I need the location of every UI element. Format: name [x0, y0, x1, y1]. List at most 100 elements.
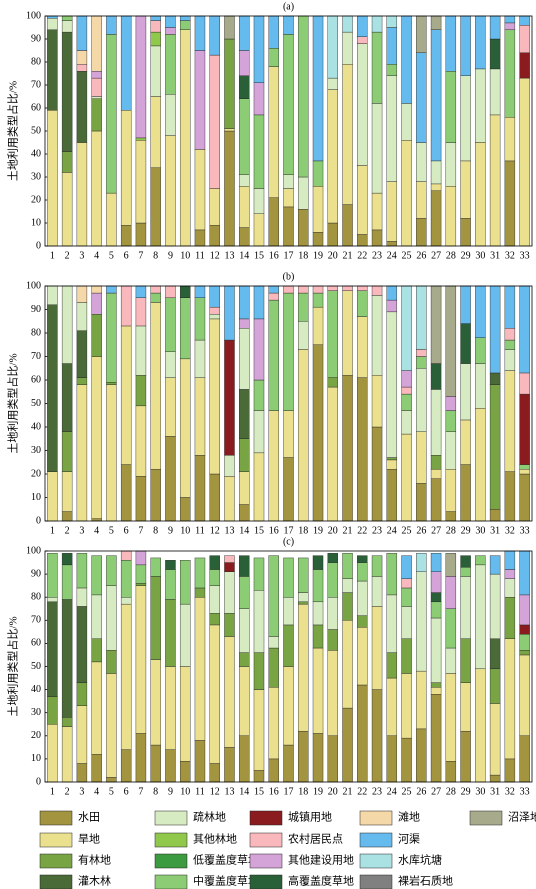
- bar-segment: [489, 372, 501, 385]
- x-tick-label: 15: [254, 250, 264, 261]
- bar-segment: [401, 15, 412, 104]
- bar-segment: [504, 285, 516, 329]
- bar-segment: [61, 553, 73, 566]
- x-tick-label: 25: [402, 786, 412, 797]
- bar-segment: [416, 356, 427, 369]
- bar-segment: [239, 15, 250, 51]
- x-tick-label: 21: [343, 250, 353, 261]
- bar-segment: [475, 668, 486, 783]
- bar-segment: [106, 585, 117, 651]
- y-tick-label: 40: [31, 684, 41, 695]
- legend-label: 灌木林: [78, 874, 111, 888]
- bar-segment: [312, 555, 324, 570]
- bar-segment: [253, 285, 265, 320]
- bar-segment: [371, 15, 383, 33]
- y-tick-label: 20: [31, 194, 41, 205]
- bar-segment: [209, 624, 220, 764]
- bar-segment: [357, 316, 368, 378]
- y-tick-label: 80: [31, 56, 41, 67]
- x-tick-label: 23: [372, 525, 382, 536]
- x-tick-label: 31: [490, 525, 500, 536]
- x-tick-label: 6: [124, 250, 129, 261]
- bar-segment: [401, 103, 412, 141]
- bar-segment: [504, 22, 516, 30]
- bar-segment: [386, 553, 398, 596]
- bar-segment: [120, 603, 132, 750]
- bar-segment: [76, 142, 88, 247]
- bar-segment: [386, 64, 398, 77]
- bar-segment: [416, 571, 427, 672]
- bar-segment: [91, 292, 102, 315]
- bar-segment: [371, 606, 383, 690]
- bar-segment: [76, 587, 88, 607]
- bar-segment: [401, 370, 412, 388]
- x-tick-label: 2: [65, 786, 70, 797]
- bar-segment: [460, 638, 471, 683]
- bar-segment: [76, 70, 88, 143]
- legend-label: 其他建设用地: [288, 853, 354, 867]
- y-tick-label: 60: [31, 374, 41, 385]
- bar-segment: [239, 50, 250, 76]
- bar-segment: [76, 705, 88, 764]
- bar-segment: [401, 578, 412, 589]
- bar-segment: [106, 34, 117, 194]
- y-axis-label: 土地利用类型占比/%: [6, 353, 20, 453]
- bar-segment: [430, 183, 442, 191]
- bar-segment: [460, 464, 471, 522]
- bar-segment: [209, 285, 220, 308]
- bar-segment: [268, 299, 279, 411]
- legend-swatch: [359, 832, 393, 848]
- bar-segment: [416, 285, 427, 350]
- bar-segment: [401, 606, 412, 639]
- bar-segment: [194, 50, 206, 150]
- x-tick-label: 20: [328, 250, 338, 261]
- bar-segment: [135, 15, 147, 139]
- bar-segment: [445, 608, 457, 649]
- bar-segment: [401, 555, 412, 579]
- bar-segment: [150, 20, 161, 33]
- bar-segment: [253, 188, 265, 214]
- bar-segment: [312, 569, 324, 603]
- x-tick-label: 3: [79, 250, 84, 261]
- plot-frame: [44, 550, 533, 783]
- bar-segment: [342, 204, 353, 247]
- bar-segment: [239, 185, 250, 228]
- bar-segment: [239, 652, 250, 667]
- bar-segment: [47, 304, 58, 472]
- bar-segment: [460, 566, 471, 577]
- bar-segment: [106, 15, 117, 35]
- bar-segment: [489, 38, 501, 70]
- bar-segment: [357, 15, 368, 37]
- x-tick-label: 1: [50, 786, 55, 797]
- x-tick-label: 5: [109, 525, 114, 536]
- bar-segment: [239, 666, 250, 737]
- x-tick-label: 19: [313, 525, 323, 536]
- bar-segment: [445, 15, 457, 72]
- bar-segment: [150, 302, 161, 470]
- bar-segment: [106, 673, 117, 778]
- x-tick-label: 15: [254, 525, 264, 536]
- x-tick-label: 17: [284, 250, 294, 261]
- bar-segment: [312, 160, 324, 187]
- bar-segment: [283, 666, 294, 746]
- legend-label: 旱地: [78, 833, 100, 846]
- bar-segment: [489, 774, 501, 783]
- bar-segment: [357, 36, 368, 44]
- bar-segment: [416, 670, 427, 730]
- bar-segment: [224, 15, 235, 40]
- x-tick-label: 21: [343, 525, 353, 536]
- bar-segment: [61, 31, 73, 152]
- bar-segment: [194, 229, 206, 247]
- bar-segment: [327, 377, 338, 388]
- bar-segment: [61, 172, 73, 247]
- x-tick-label: 20: [328, 525, 338, 536]
- bar-segment: [165, 599, 176, 667]
- legend-swatch: [249, 874, 283, 889]
- bar-segment: [371, 689, 383, 783]
- x-tick-label: 20: [328, 786, 338, 797]
- panel-title: (b): [283, 271, 295, 282]
- bar-segment: [327, 290, 338, 378]
- bar-segment: [371, 375, 383, 428]
- bar-segment: [91, 638, 102, 663]
- bar-segment: [430, 15, 442, 31]
